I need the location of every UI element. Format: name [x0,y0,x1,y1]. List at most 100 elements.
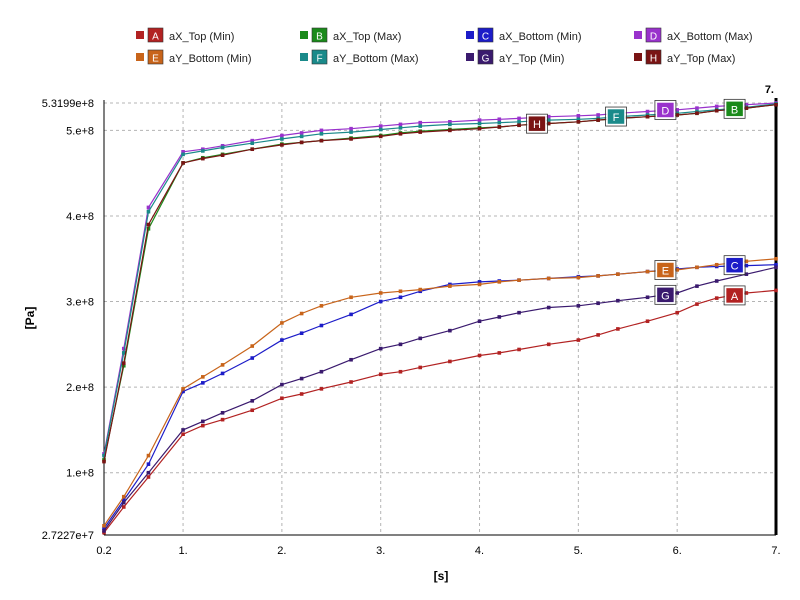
series-tag-border [723,255,746,276]
data-point [714,296,719,300]
data-point [121,498,126,502]
data-point [349,380,353,384]
data-point [497,280,502,284]
data-point [250,408,255,413]
data-point [280,382,284,387]
data-point [714,104,719,109]
data-point [102,453,106,458]
y-tick-label: 4.e+8 [66,211,94,223]
data-point [576,304,581,308]
data-point [299,311,304,316]
data-point [220,145,225,150]
legend-tag-letter: C [482,32,489,43]
data-point [250,138,255,143]
data-point [497,117,502,122]
legend-tag-box [147,49,164,65]
data-point [477,282,482,287]
x-tick-label: 1. [178,545,187,557]
series-tag-letter: F [613,112,620,124]
data-point [546,118,551,122]
data-point [181,149,185,154]
data-point [378,124,383,128]
series-tag-marker: H [526,113,548,134]
series-tag-border [605,106,627,127]
data-point [497,351,502,355]
data-point [517,347,521,352]
legend-swatch [136,31,144,39]
y-tick-label: 1.e+8 [66,468,94,480]
data-point [448,128,452,133]
data-point [448,284,452,288]
data-point [319,132,324,136]
data-point [695,111,699,116]
x-tick-label: 4. [475,545,484,557]
data-point [418,120,423,125]
x-axis-label: [s] [434,569,449,583]
data-point [220,371,225,376]
series-tag-letter: G [661,290,670,302]
data-point [645,319,650,324]
data-point [146,475,151,479]
data-point [774,265,778,270]
data-point [645,269,650,274]
series-tag-box [724,286,745,305]
data-point [201,375,205,379]
data-point [121,500,126,505]
data-point [398,342,403,347]
data-point [201,423,205,428]
data-point [121,351,126,355]
data-point [774,288,778,293]
data-point [378,134,383,139]
data-point [146,222,151,227]
data-point [448,122,452,127]
y-tick-label: 5.3199e+8 [42,98,94,110]
data-point [695,106,699,110]
data-point [616,298,620,303]
data-point [299,376,304,381]
data-point [250,141,255,146]
data-point [102,459,106,464]
series-tag-border [526,113,548,134]
data-point [448,328,452,333]
series-layer [102,101,778,535]
x-tick-label: 3. [376,545,385,557]
legend-label: aX_Bottom (Min) [499,31,582,43]
series-tag-box [606,107,626,126]
y-axis-label: [Pa] [23,307,37,330]
data-point [517,310,521,315]
data-point [280,133,284,138]
data-point [596,113,600,117]
data-point [299,131,304,135]
data-point [398,126,403,130]
data-point [418,287,423,292]
marker-layer: A B C D E F G H [526,98,746,306]
data-point [121,361,126,365]
data-point [181,161,185,165]
series-tag-marker: B [723,98,746,119]
legend-tag-box [311,49,328,65]
series-line [103,289,777,533]
data-point [675,108,679,112]
data-point [744,259,749,264]
data-point [448,359,452,364]
data-point [349,357,353,362]
data-point [714,279,719,283]
x-tick-label: 0.2 [96,545,111,557]
legend-tag-box [147,27,164,43]
data-point [280,137,284,141]
data-point [181,428,185,432]
data-point [546,305,551,310]
data-point [546,342,551,347]
data-point [576,117,581,122]
data-point [517,116,521,121]
legend-label: aX_Top (Min) [169,31,234,43]
series-tag-marker: G [654,284,677,305]
data-point [220,153,225,157]
data-point [378,127,383,132]
data-point [349,126,353,131]
